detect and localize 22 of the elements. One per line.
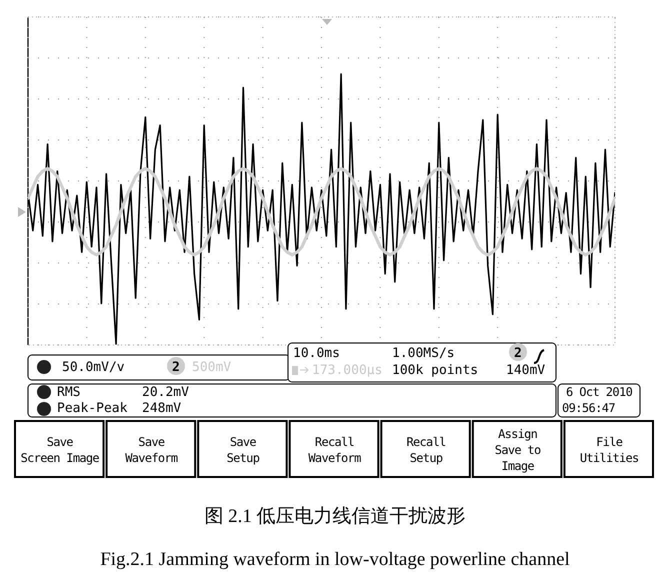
text: Recall Waveform (308, 435, 362, 465)
text: Save Setup (226, 435, 260, 465)
text: 2 (172, 360, 180, 375)
text: Recall Setup (406, 435, 446, 465)
text: 09:56:47 (562, 401, 616, 415)
text: 6 Oct 2010 (566, 385, 633, 399)
text: 248mV (142, 401, 182, 416)
text: 图 2.1 低压电力线信道干扰波形 (204, 506, 466, 527)
text: Save Screen Image (20, 435, 100, 465)
text: Fig.2.1 Jamming waveform in low-voltage powerline channel (100, 549, 570, 570)
text: 10.0ms (293, 346, 340, 361)
text: 140mV (506, 363, 546, 378)
text: 100k points (392, 363, 478, 378)
text: Assign Save to Image (494, 427, 541, 473)
text: File Utilities (580, 435, 640, 465)
text: 1.00MS/s (392, 346, 455, 361)
text: 20.2mV (142, 385, 190, 400)
text: RMS (57, 385, 80, 400)
text: 2 (514, 346, 522, 361)
text: Save Waveform (125, 435, 178, 465)
text: 50.0mV/v (62, 360, 125, 375)
text: Peak-Peak (57, 401, 128, 416)
